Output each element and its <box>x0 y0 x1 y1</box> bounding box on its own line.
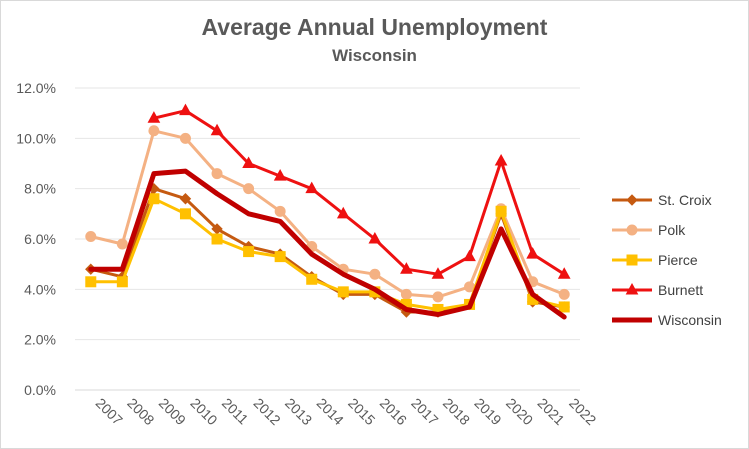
data-point <box>369 268 381 280</box>
legend-label: Wisconsin <box>658 312 722 328</box>
y-tick-label: 0.0% <box>24 382 56 398</box>
data-point <box>242 156 255 168</box>
legend-item: Polk <box>612 222 686 238</box>
x-tick-label: 2013 <box>282 395 315 428</box>
data-point <box>463 249 476 262</box>
data-point <box>306 273 318 285</box>
x-tick-label: 2021 <box>535 395 568 428</box>
legend-label: Pierce <box>658 252 698 268</box>
x-tick-label: 2019 <box>471 395 504 428</box>
legend-label: St. Croix <box>658 192 712 208</box>
data-point <box>211 168 223 180</box>
series-line <box>152 109 566 276</box>
y-tick-label: 4.0% <box>24 281 56 297</box>
x-tick-label: 2007 <box>93 395 126 428</box>
series-polk <box>85 125 570 303</box>
y-tick-label: 10.0% <box>16 130 56 146</box>
data-point <box>400 288 412 300</box>
data-point <box>400 262 413 274</box>
data-point <box>116 238 128 250</box>
data-point <box>179 208 191 220</box>
data-point <box>494 153 508 166</box>
data-point <box>495 205 507 217</box>
data-point <box>243 246 255 258</box>
legend-marker <box>626 254 638 266</box>
series-line <box>88 168 567 320</box>
series-line <box>89 197 566 311</box>
x-tick-label: 2020 <box>503 395 536 428</box>
data-point <box>85 230 97 242</box>
series-pierce <box>85 193 570 315</box>
data-point <box>210 123 224 136</box>
x-tick-label: 2012 <box>250 395 283 428</box>
legend-item: Wisconsin <box>612 312 722 328</box>
legend-item: St. Croix <box>612 192 712 208</box>
data-point <box>336 206 350 219</box>
x-tick-label: 2014 <box>314 395 347 428</box>
legend-marker <box>626 224 638 236</box>
data-point <box>179 193 192 205</box>
legend-item: Burnett <box>612 282 703 298</box>
chart-title: Average Annual Unemployment <box>201 14 548 40</box>
series-line <box>89 129 566 299</box>
x-tick-label: 2022 <box>566 395 599 428</box>
data-point <box>148 193 160 205</box>
y-tick-label: 12.0% <box>16 80 56 96</box>
x-tick-label: 2008 <box>124 395 157 428</box>
legend: St. Croix Polk Pierce Burnett Wisconsin <box>612 192 722 328</box>
series-burnett <box>147 103 571 279</box>
data-point <box>179 132 191 144</box>
data-point <box>558 288 570 300</box>
series-wisconsin <box>88 168 567 320</box>
chart-subtitle: Wisconsin <box>332 46 417 65</box>
series-lines <box>85 103 571 320</box>
data-point <box>274 251 286 263</box>
data-point <box>211 233 223 245</box>
data-point <box>432 291 444 303</box>
x-tick-label: 2015 <box>345 395 378 428</box>
data-point <box>85 276 97 288</box>
y-tick-label: 6.0% <box>24 231 56 247</box>
x-tick-label: 2016 <box>377 395 410 428</box>
data-point <box>148 125 160 137</box>
y-tick-label: 8.0% <box>24 181 56 197</box>
legend-label: Polk <box>658 222 686 238</box>
data-point <box>558 301 570 313</box>
data-point <box>368 231 382 244</box>
data-point <box>431 267 445 279</box>
data-point <box>147 111 161 123</box>
data-point <box>116 276 128 288</box>
x-tick-label: 2009 <box>156 395 189 428</box>
data-point <box>273 169 287 181</box>
x-tick-label: 2011 <box>219 395 252 428</box>
data-point <box>274 205 286 217</box>
y-tick-label: 2.0% <box>24 332 56 348</box>
data-point <box>305 181 319 194</box>
data-point <box>337 286 349 298</box>
legend-marker <box>626 194 638 206</box>
legend-label: Burnett <box>658 282 703 298</box>
x-tick-label: 2017 <box>408 395 441 428</box>
x-tick-label: 2018 <box>440 395 473 428</box>
data-point <box>179 103 192 116</box>
x-tick-label: 2010 <box>187 395 220 428</box>
data-point <box>526 247 540 259</box>
data-point <box>243 183 255 195</box>
data-point <box>557 267 571 279</box>
legend-item: Pierce <box>612 252 698 268</box>
legend-marker <box>625 282 639 295</box>
